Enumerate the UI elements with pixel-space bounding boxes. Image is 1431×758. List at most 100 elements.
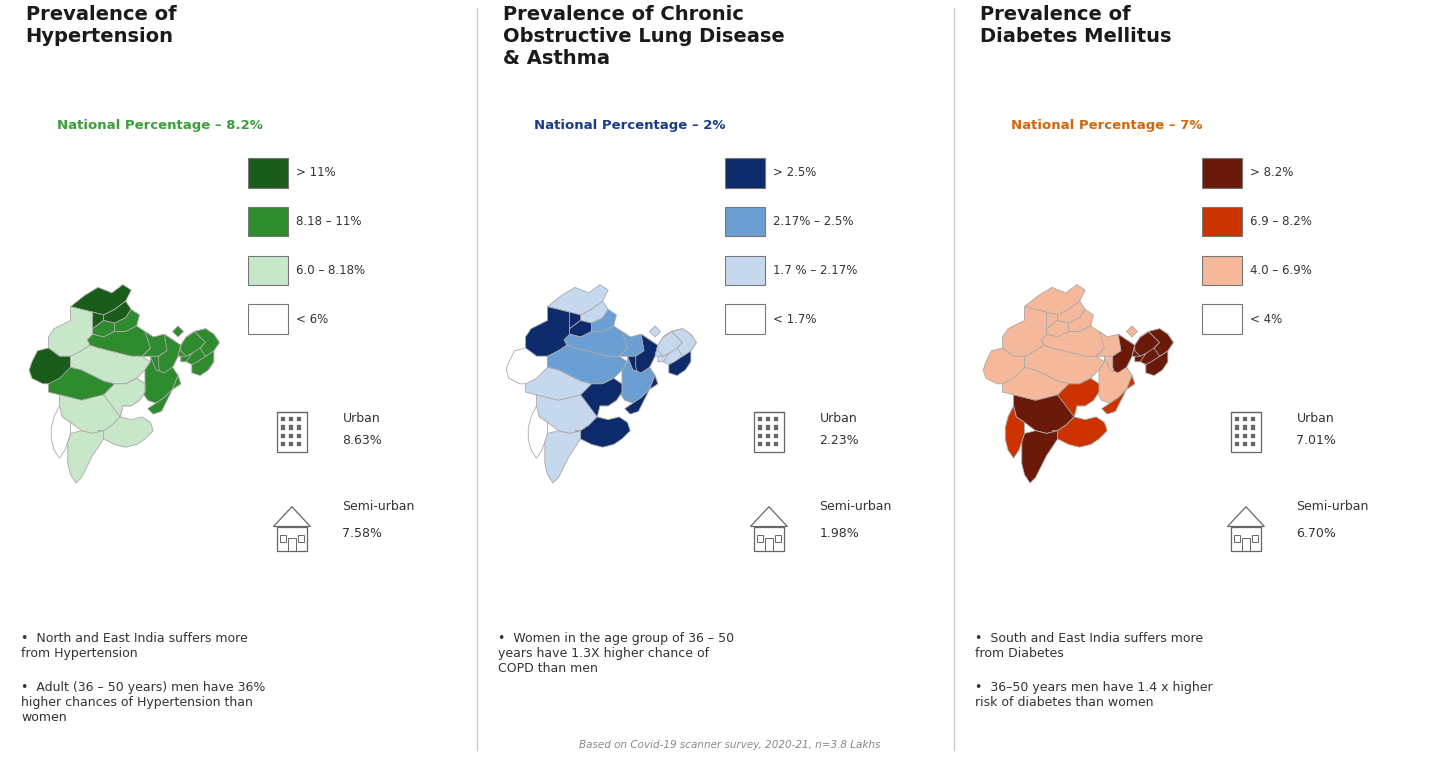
Polygon shape xyxy=(142,356,177,403)
Polygon shape xyxy=(99,378,153,447)
Bar xyxy=(298,535,305,542)
Text: National Percentage – 7%: National Percentage – 7% xyxy=(1012,118,1202,132)
Bar xyxy=(248,158,288,188)
Bar xyxy=(726,255,764,285)
Bar xyxy=(296,442,301,446)
Bar xyxy=(296,417,301,421)
Polygon shape xyxy=(49,368,145,406)
Bar xyxy=(1242,538,1251,550)
Bar xyxy=(1235,425,1239,430)
Bar xyxy=(754,412,784,452)
Bar xyxy=(248,305,288,334)
Text: Based on Covid-19 scanner survey, 2020-21, n=3.8 Lakhs: Based on Covid-19 scanner survey, 2020-2… xyxy=(580,740,880,750)
Bar xyxy=(774,434,778,438)
Bar xyxy=(289,425,293,430)
Polygon shape xyxy=(658,331,683,356)
Bar xyxy=(774,535,781,542)
Bar xyxy=(766,442,770,446)
Bar xyxy=(296,434,301,438)
Bar xyxy=(289,434,293,438)
Polygon shape xyxy=(575,378,630,447)
Text: 6.9 – 8.2%: 6.9 – 8.2% xyxy=(1251,215,1312,228)
Polygon shape xyxy=(537,395,600,434)
Text: •  Women in the age group of 36 – 50
years have 1.3X higher chance of
COPD than : • Women in the age group of 36 – 50 year… xyxy=(498,632,734,675)
Text: > 8.2%: > 8.2% xyxy=(1251,166,1294,180)
Bar xyxy=(754,527,784,550)
Text: National Percentage – 2%: National Percentage – 2% xyxy=(534,118,726,132)
Polygon shape xyxy=(1003,307,1046,356)
Polygon shape xyxy=(1069,309,1093,331)
Text: Prevalence of
Hypertension: Prevalence of Hypertension xyxy=(26,5,176,46)
Polygon shape xyxy=(564,326,630,356)
Polygon shape xyxy=(525,307,570,356)
Polygon shape xyxy=(70,345,150,384)
Bar xyxy=(1244,425,1248,430)
Bar xyxy=(1235,417,1239,421)
Text: 6.0 – 8.18%: 6.0 – 8.18% xyxy=(296,264,365,277)
Bar xyxy=(248,207,288,236)
Text: > 2.5%: > 2.5% xyxy=(773,166,817,180)
Polygon shape xyxy=(1022,431,1058,483)
Polygon shape xyxy=(620,331,650,356)
Bar xyxy=(248,255,288,285)
Polygon shape xyxy=(1135,331,1159,356)
Polygon shape xyxy=(620,356,655,403)
Polygon shape xyxy=(581,301,608,323)
Text: Semi-urban: Semi-urban xyxy=(1296,500,1369,513)
Bar xyxy=(1234,535,1241,542)
Bar xyxy=(296,425,301,430)
Bar xyxy=(280,434,285,438)
Bar xyxy=(1235,434,1239,438)
Polygon shape xyxy=(1102,375,1135,414)
Polygon shape xyxy=(60,395,123,434)
Bar xyxy=(1202,255,1242,285)
Text: 8.63%: 8.63% xyxy=(342,434,382,447)
Polygon shape xyxy=(1126,326,1138,337)
Polygon shape xyxy=(150,340,180,373)
Text: 8.18 – 11%: 8.18 – 11% xyxy=(296,215,362,228)
Polygon shape xyxy=(1046,321,1069,337)
Polygon shape xyxy=(87,326,153,356)
Bar xyxy=(1251,425,1255,430)
Polygon shape xyxy=(1042,326,1108,356)
Polygon shape xyxy=(548,284,608,315)
Polygon shape xyxy=(180,331,206,356)
Polygon shape xyxy=(655,329,697,365)
Polygon shape xyxy=(591,309,617,331)
Polygon shape xyxy=(52,406,70,459)
Bar xyxy=(1251,442,1255,446)
Polygon shape xyxy=(668,351,691,375)
Polygon shape xyxy=(177,329,219,365)
Text: 2.23%: 2.23% xyxy=(820,434,859,447)
Text: Semi-urban: Semi-urban xyxy=(820,500,892,513)
Text: Semi-urban: Semi-urban xyxy=(342,500,415,513)
Polygon shape xyxy=(1019,406,1030,414)
Polygon shape xyxy=(1096,331,1126,356)
Bar xyxy=(280,442,285,446)
Polygon shape xyxy=(70,284,132,315)
Text: •  36–50 years men have 1.4 x higher
risk of diabetes than women: • 36–50 years men have 1.4 x higher risk… xyxy=(975,681,1212,709)
Bar xyxy=(289,442,293,446)
Polygon shape xyxy=(93,321,114,337)
Polygon shape xyxy=(548,309,581,329)
Text: •  Adult (36 – 50 years) men have 36%
higher chances of Hypertension than
women: • Adult (36 – 50 years) men have 36% hig… xyxy=(21,681,265,724)
Polygon shape xyxy=(64,406,76,414)
Bar xyxy=(774,417,778,421)
Polygon shape xyxy=(1135,353,1146,362)
Bar xyxy=(1244,442,1248,446)
Polygon shape xyxy=(548,345,627,384)
Polygon shape xyxy=(1105,340,1135,373)
Bar xyxy=(288,538,296,550)
Polygon shape xyxy=(545,431,581,483)
Polygon shape xyxy=(1141,329,1173,356)
Polygon shape xyxy=(103,301,132,323)
Text: Urban: Urban xyxy=(1296,412,1334,425)
Polygon shape xyxy=(159,334,180,390)
Text: •  North and East India suffers more
from Hypertension: • North and East India suffers more from… xyxy=(21,632,248,660)
Polygon shape xyxy=(658,353,668,362)
Bar xyxy=(276,412,308,452)
Text: 1.7 % – 2.17%: 1.7 % – 2.17% xyxy=(773,264,857,277)
Bar xyxy=(726,305,764,334)
Bar xyxy=(774,442,778,446)
Bar xyxy=(764,538,773,550)
